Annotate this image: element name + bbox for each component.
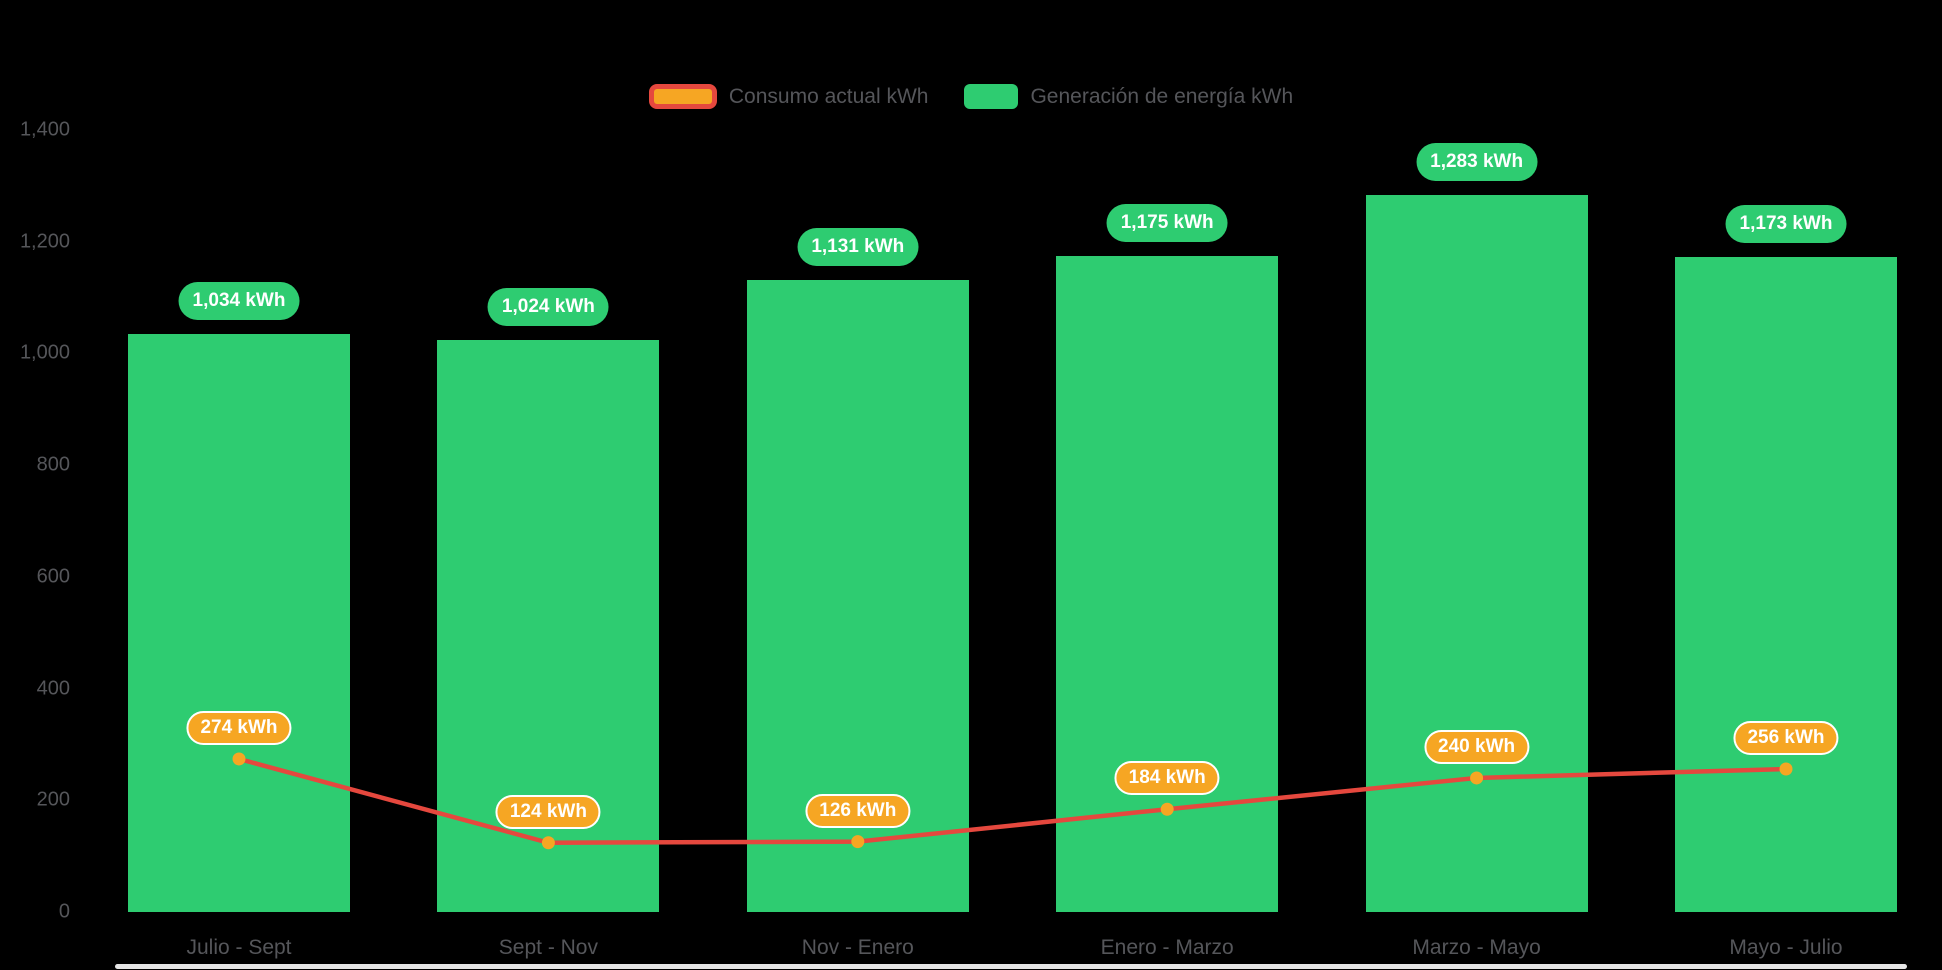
y-axis-tick-label: 1,400 — [19, 118, 70, 141]
x-axis-label: Julio - Sept — [186, 936, 292, 959]
consumo-point[interactable] — [1160, 802, 1174, 816]
x-axis-label: Mayo - Julio — [1729, 936, 1843, 959]
bar-generacion[interactable] — [128, 334, 350, 912]
y-axis-tick-label: 800 — [36, 453, 70, 476]
x-axis-label: Marzo - Mayo — [1412, 936, 1541, 959]
generacion-swatch-icon — [964, 84, 1019, 109]
consumo-point[interactable] — [232, 752, 246, 766]
y-axis-tick-label: 1,000 — [19, 341, 70, 364]
y-axis-tick-label: 200 — [36, 788, 70, 811]
y-axis-tick-label: 600 — [36, 565, 70, 588]
consumo-swatch-icon — [648, 84, 717, 109]
point-value-label: 126 kWh — [805, 793, 911, 828]
bottom-divider — [115, 964, 1907, 969]
bar-value-label: 1,131 kWh — [797, 228, 919, 267]
point-value-label: 256 kWh — [1733, 721, 1839, 755]
point-value-label: 124 kWh — [495, 794, 601, 829]
bar-generacion[interactable] — [1675, 256, 1897, 912]
legend-item-generacion[interactable]: Generación de energía kWh — [964, 84, 1293, 109]
x-axis-label: Sept - Nov — [498, 936, 598, 959]
consumo-point[interactable] — [851, 835, 865, 849]
bar-generacion[interactable] — [1365, 195, 1588, 912]
chart-legend: Consumo actual kWh Generación de energía… — [0, 84, 1942, 109]
bar-value-label: 1,283 kWh — [1416, 143, 1538, 182]
bar-value-label: 1,034 kWh — [178, 282, 300, 321]
point-value-label: 240 kWh — [1424, 729, 1530, 764]
legend-label-consumo: Consumo actual kWh — [728, 84, 929, 108]
consumo-point[interactable] — [1470, 771, 1484, 785]
point-value-label: 184 kWh — [1114, 761, 1220, 796]
point-value-label: 274 kWh — [186, 710, 292, 745]
bar-value-label: 1,173 kWh — [1725, 204, 1847, 243]
consumo-point[interactable] — [1779, 762, 1793, 776]
y-axis-tick-label: 0 — [58, 900, 70, 923]
y-axis-tick-label: 1,200 — [19, 230, 70, 253]
x-axis-label: Enero - Marzo — [1100, 936, 1234, 959]
legend-item-consumo[interactable]: Consumo actual kWh — [648, 84, 929, 109]
bar-value-label: 1,024 kWh — [487, 288, 609, 327]
y-axis-tick-label: 400 — [36, 677, 70, 700]
legend-label-generacion: Generación de energía kWh — [1030, 84, 1294, 108]
consumo-point[interactable] — [541, 836, 555, 850]
bar-value-label: 1,175 kWh — [1106, 203, 1228, 242]
x-axis-label: Nov - Enero — [801, 936, 914, 959]
